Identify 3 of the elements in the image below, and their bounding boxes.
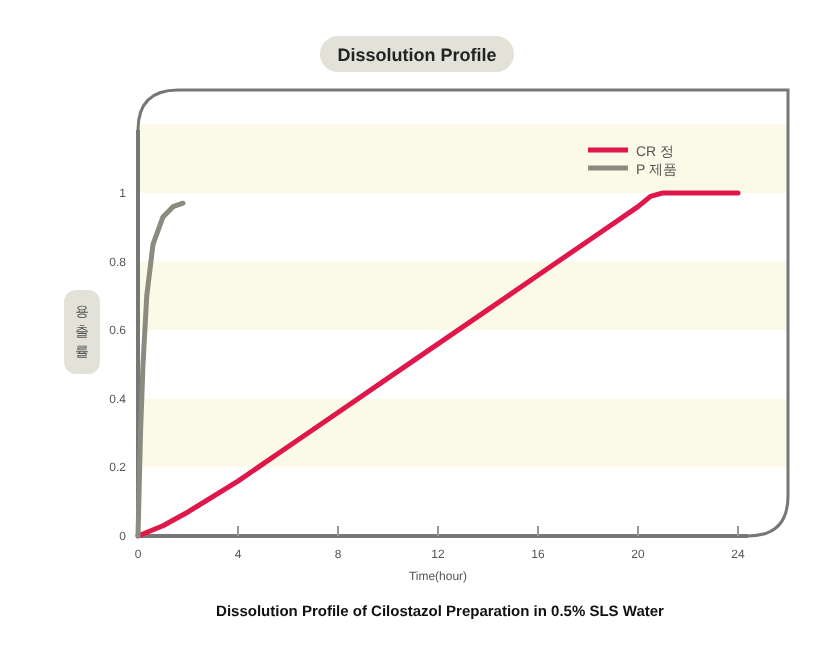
line-series bbox=[135, 200, 186, 539]
chart-title: Dissolution Profile bbox=[337, 45, 497, 65]
line-series bbox=[135, 190, 741, 539]
